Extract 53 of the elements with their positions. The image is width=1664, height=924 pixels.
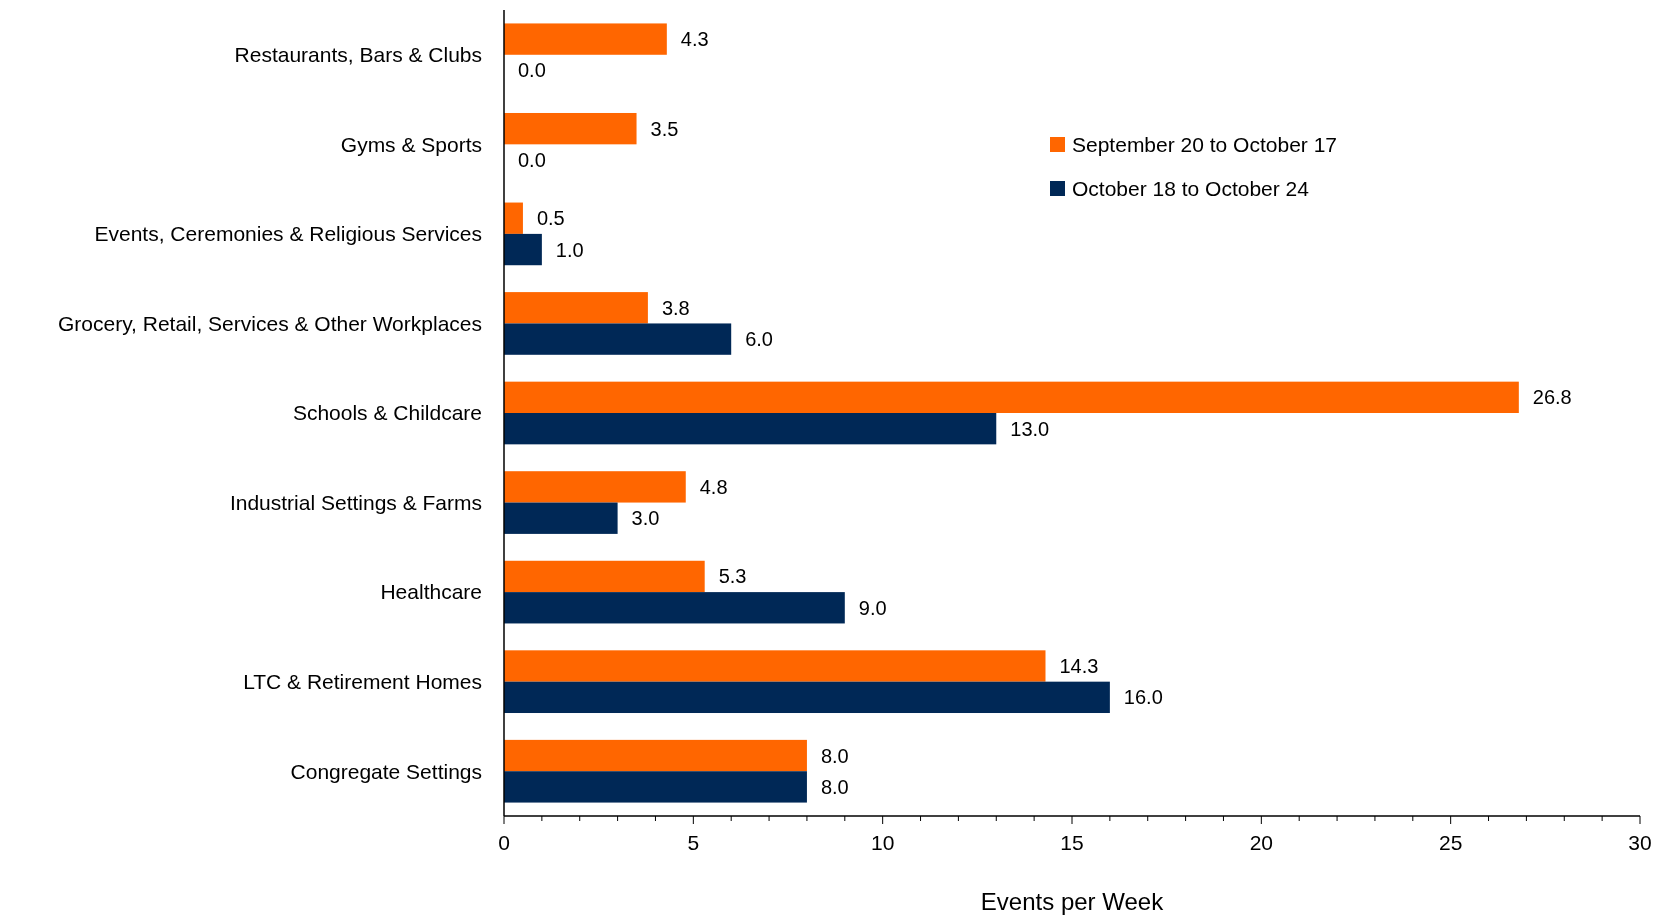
bar xyxy=(504,112,637,145)
bar xyxy=(504,23,667,55)
data-label: 6.0 xyxy=(745,328,774,351)
y-tick-label: Schools & Childcare xyxy=(292,401,482,425)
data-label: 0.0 xyxy=(518,59,546,82)
bar xyxy=(504,381,1519,413)
x-tick-label: 20 xyxy=(1249,831,1274,854)
data-label: 1.0 xyxy=(555,238,584,261)
bar xyxy=(504,650,1046,682)
data-label: 26.8 xyxy=(1532,386,1572,409)
legend-label: September 20 to October 17 xyxy=(1072,133,1337,157)
bar xyxy=(504,739,807,772)
data-label: 3.5 xyxy=(650,117,679,140)
y-tick-label: Events, Ceremonies & Religious Services xyxy=(94,222,482,246)
x-tick-label: 25 xyxy=(1438,831,1463,854)
bar xyxy=(504,292,648,324)
bar xyxy=(504,560,705,593)
bar xyxy=(504,413,997,445)
data-label: 5.3 xyxy=(718,565,747,588)
data-label: 9.0 xyxy=(858,596,887,619)
x-tick-label: 10 xyxy=(870,831,895,854)
data-label: 0.5 xyxy=(536,207,565,230)
y-tick-label: Gyms & Sports xyxy=(340,132,482,156)
data-label: 8.0 xyxy=(820,744,849,767)
data-label: 4.3 xyxy=(680,28,709,51)
y-tick-label: Healthcare xyxy=(380,580,482,604)
data-label: 3.0 xyxy=(631,507,660,530)
bar xyxy=(504,323,732,355)
y-tick-label: Restaurants, Bars & Clubs xyxy=(234,43,482,67)
bar xyxy=(504,233,542,266)
data-label: 4.8 xyxy=(699,475,728,498)
data-label: 3.8 xyxy=(661,296,690,319)
bar xyxy=(504,771,807,803)
x-axis-title: Events per Week xyxy=(980,888,1165,915)
y-tick-label: Industrial Settings & Farms xyxy=(229,490,482,514)
y-tick-label: Congregate Settings xyxy=(290,759,482,783)
x-tick-label: 30 xyxy=(1628,831,1652,854)
data-label: 13.0 xyxy=(1010,417,1050,440)
bar xyxy=(504,681,1110,714)
bar xyxy=(504,592,845,624)
data-label: 0.0 xyxy=(518,149,546,172)
bar xyxy=(504,502,618,534)
legend-label: October 18 to October 24 xyxy=(1072,177,1310,201)
y-tick-label: Grocery, Retail, Services & Other Workplaces xyxy=(57,311,482,335)
bar xyxy=(504,471,686,503)
x-tick-label: 5 xyxy=(687,831,700,854)
y-tick-label: LTC & Retirement Homes xyxy=(243,670,482,694)
bar xyxy=(504,202,523,234)
x-tick-label: 0 xyxy=(498,831,510,854)
data-label: 16.0 xyxy=(1123,686,1163,709)
data-label: 8.0 xyxy=(820,775,849,798)
data-label: 14.3 xyxy=(1059,654,1099,677)
x-tick-label: 15 xyxy=(1060,831,1084,854)
